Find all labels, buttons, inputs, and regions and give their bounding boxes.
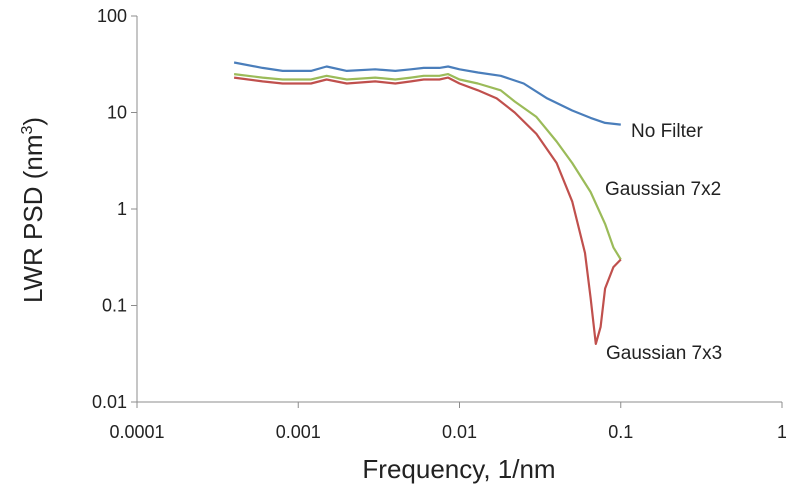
text-layer: Frequency, 1/nm LWR PSD (nm3) No Filter G… [18,117,722,484]
y-axis-title: LWR PSD (nm3) [18,117,48,303]
y-tick-label: 100 [97,6,127,26]
x-tick-label: 0.0001 [109,422,164,442]
x-tick-label: 0.001 [276,422,321,442]
y-axis-title-main: LWR PSD (nm [18,135,48,304]
series-label-2: Gaussian 7x2 [605,179,721,200]
axes-layer: 100 10 1 0.1 0.01 0.0001 0.001 0.01 0.1 1 [92,6,786,442]
y-axis-title-superscript: 3 [19,126,36,135]
y-tick-label: 10 [107,103,127,123]
series-line-2 [233,73,622,261]
y-tick-label: 0.01 [92,392,127,412]
y-tick-label: 0.1 [102,296,127,316]
series-line-3 [233,76,622,345]
x-axis-title: Frequency, 1/nm [362,454,555,484]
y-axis-title-close: ) [18,117,48,126]
x-tick-label: 1 [777,422,786,442]
x-tick-label: 0.01 [442,422,477,442]
series-label-3: Gaussian 7x3 [606,343,722,364]
series-layer [233,61,622,345]
series-label-1: No Filter [631,121,703,142]
series-line-1 [233,61,621,126]
y-tick-label: 1 [117,199,127,219]
x-tick-label: 0.1 [608,422,633,442]
